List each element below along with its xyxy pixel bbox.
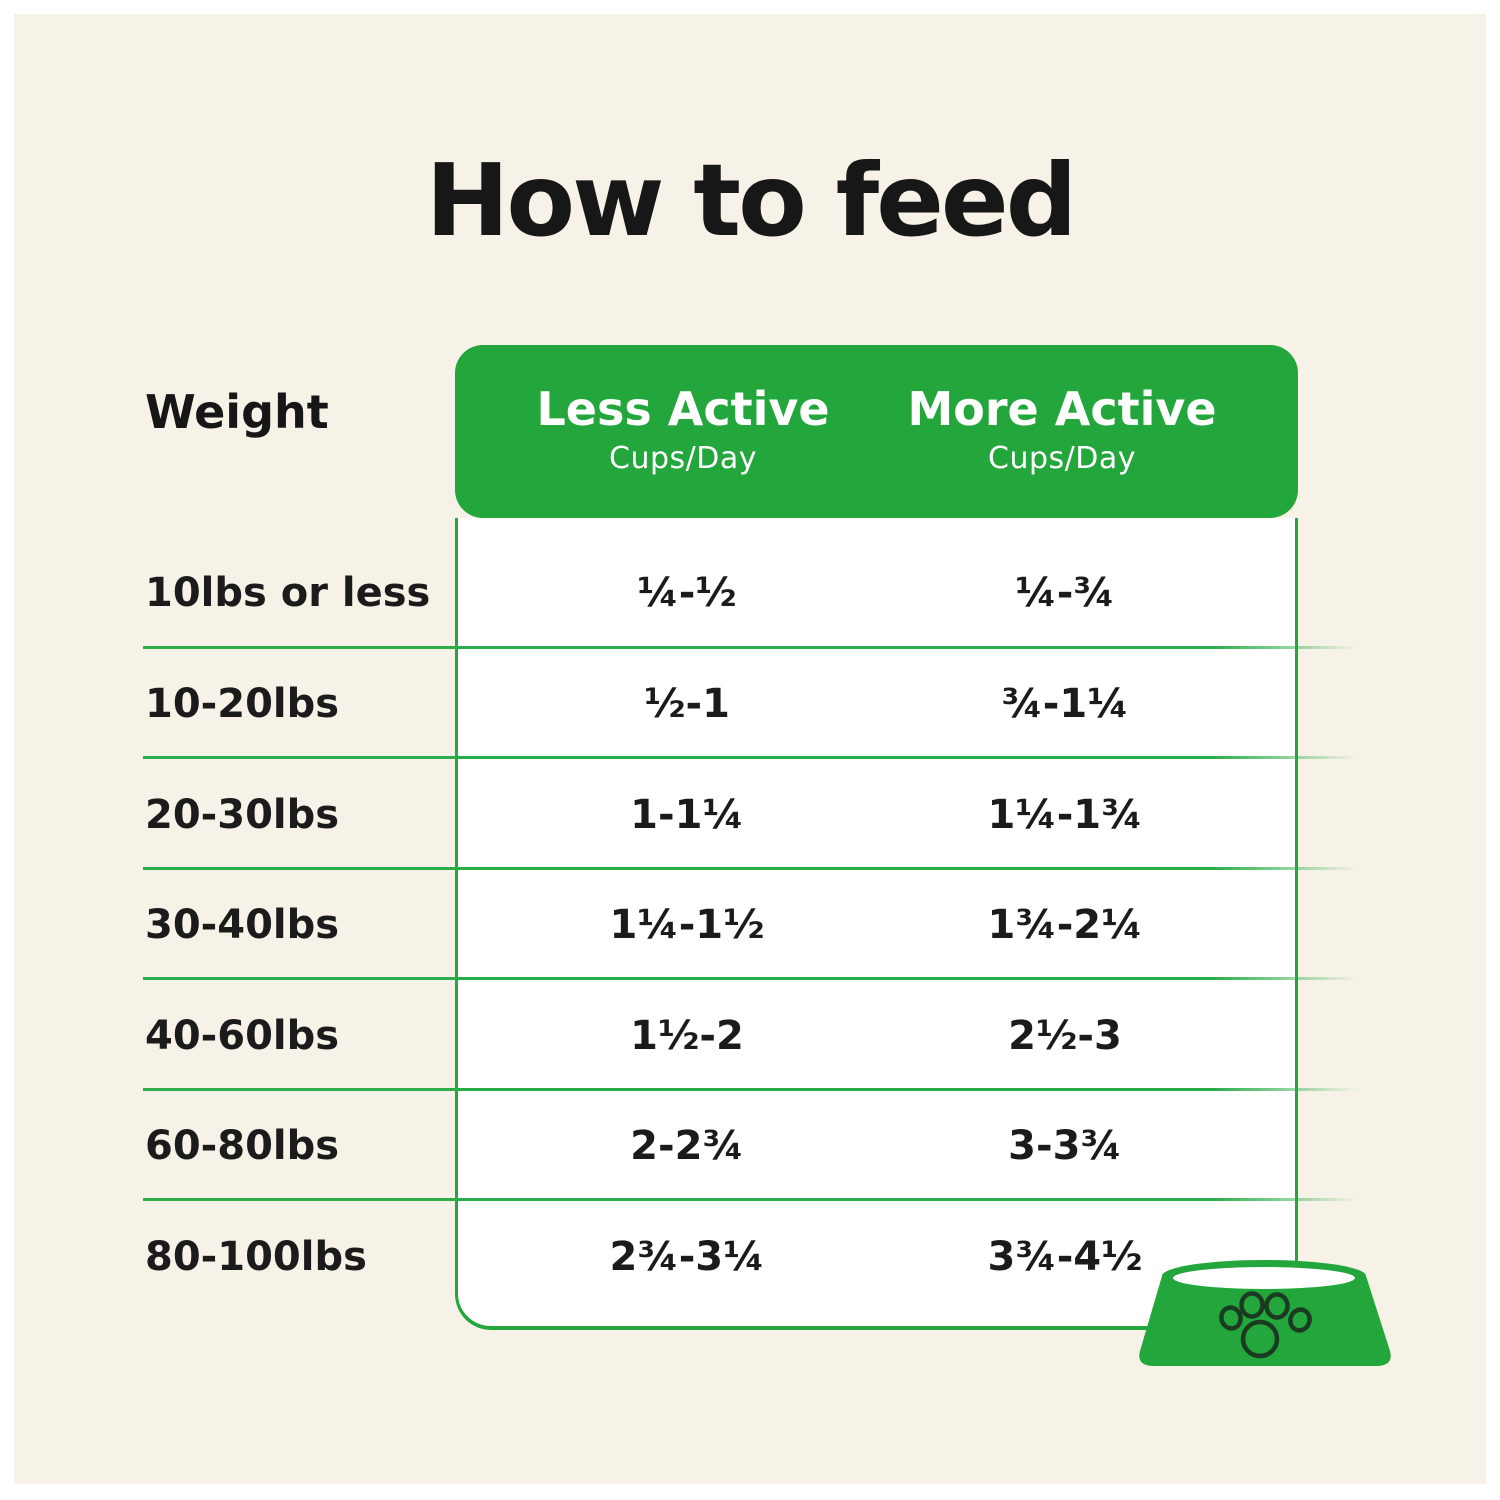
weight-cell: 60-80lbs [145,1123,340,1169]
table-header-band: Less Active Cups/Day More Active Cups/Da… [455,345,1298,518]
less-active-cell: 2¾-3¼ [609,1234,765,1280]
table-row: 80-100lbs 2¾-3¼ 3¾-4½ [0,1229,1500,1285]
less-active-cell: ½-1 [644,681,730,727]
more-active-cell: 2½-3 [1008,1013,1122,1059]
weight-cell: 20-30lbs [145,792,340,838]
more-active-units: Cups/Day [988,440,1136,476]
less-active-cell: 1½-2 [630,1013,744,1059]
less-active-units: Cups/Day [609,440,757,476]
row-divider [143,977,1358,980]
less-active-cell: 1-1¼ [630,792,744,838]
table-row: 30-40lbs 1¼-1½ 1¾-2¼ [0,897,1500,953]
more-active-cell: ¼-¾ [1015,570,1115,616]
less-active-column-header: Less Active Cups/Day [536,383,829,476]
table-card [455,518,1298,1330]
more-active-label: More Active [907,382,1217,436]
table-row: 10-20lbs ½-1 ¾-1¼ [0,676,1500,732]
table-row: 40-60lbs 1½-2 2½-3 [0,1008,1500,1064]
page-title: How to feed [425,142,1078,259]
less-active-cell: 2-2¾ [630,1123,744,1169]
bowl-body [1139,1260,1391,1366]
less-active-cell: 1¼-1½ [609,902,765,948]
less-active-cell: ¼-½ [637,570,737,616]
weight-cell: 30-40lbs [145,902,340,948]
weight-cell: 10-20lbs [145,681,340,727]
table-row: 20-30lbs 1-1¼ 1¼-1¾ [0,787,1500,843]
paw-print-icon [1219,1291,1312,1359]
table-row: 10lbs or less ¼-½ ¼-¾ [0,565,1500,621]
row-divider [143,867,1358,870]
weight-cell: 80-100lbs [145,1234,367,1280]
bowl-opening [1173,1267,1355,1289]
row-divider [143,756,1358,759]
more-active-cell: 1¾-2¼ [987,902,1143,948]
more-active-column-header: More Active Cups/Day [907,383,1216,476]
row-divider [143,1198,1358,1201]
weight-cell: 40-60lbs [145,1013,340,1059]
weight-column-header: Weight [145,385,329,439]
table-row: 60-80lbs 2-2¾ 3-3¾ [0,1118,1500,1174]
row-divider [143,1088,1358,1091]
row-divider [143,646,1358,649]
more-active-cell: 3-3¾ [1008,1123,1122,1169]
more-active-cell: ¾-1¼ [1001,681,1129,727]
more-active-cell: 1¼-1¾ [987,792,1143,838]
dog-bowl-icon [1139,1260,1391,1366]
more-active-cell: 3¾-4½ [987,1234,1143,1280]
weight-cell: 10lbs or less [145,570,431,616]
less-active-label: Less Active [536,382,830,436]
